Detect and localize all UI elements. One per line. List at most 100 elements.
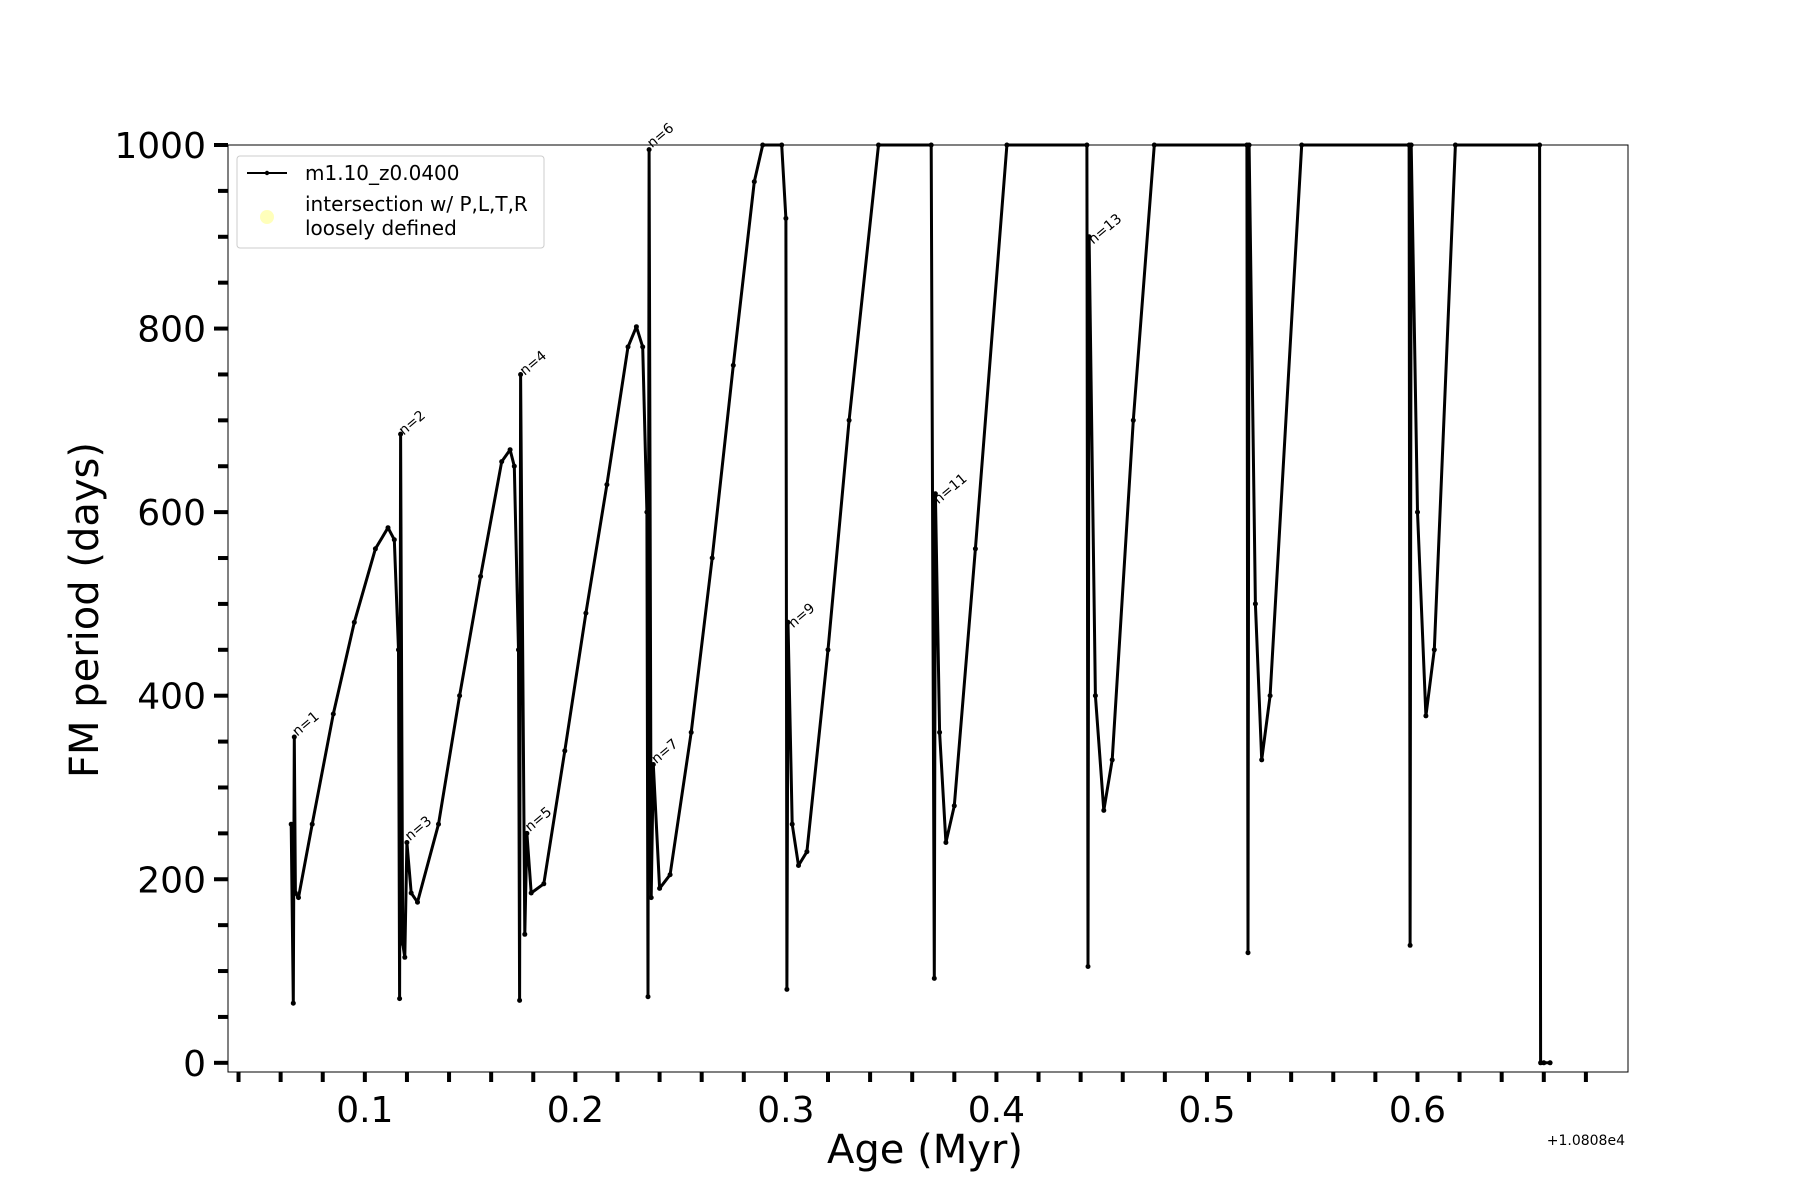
series-point [644, 509, 650, 515]
series-point [1452, 142, 1458, 148]
y-tick-label: 600 [137, 493, 206, 534]
series-point [1431, 647, 1437, 653]
series-line-0 [289, 143, 1551, 1065]
y-axis-label: FM period (days) [62, 442, 108, 778]
series-point [937, 729, 943, 735]
series-point [1245, 950, 1251, 956]
series-point [408, 890, 414, 896]
y-tick-label: 400 [137, 677, 206, 718]
series-point [511, 463, 517, 469]
series-layer [288, 142, 1553, 1066]
series-point [1101, 807, 1107, 813]
series-point [436, 821, 441, 827]
legend-label-intersection-line1: intersection w/ P,L,T,R [305, 192, 528, 216]
series-point [1423, 713, 1429, 719]
series-point [645, 994, 651, 1000]
series-point [951, 803, 957, 809]
series-point [402, 954, 408, 960]
annotation-label: n=6 [644, 120, 677, 151]
series-point [1092, 693, 1098, 699]
series-point [1299, 142, 1305, 148]
series-point [396, 647, 401, 653]
series-point [524, 830, 530, 836]
series-point [1267, 693, 1273, 699]
series-point [657, 885, 663, 891]
y-tick-label: 800 [137, 310, 206, 351]
series-point [292, 890, 298, 896]
series-point [1547, 1060, 1553, 1066]
series-point [667, 872, 673, 878]
annotation-label: n=13 [1085, 211, 1125, 248]
series-point [932, 491, 938, 497]
x-tick-label: 0.6 [1389, 1090, 1446, 1131]
legend-label-intersection-line2: loosely defined [305, 216, 457, 240]
series-point [730, 362, 736, 368]
annotation-label: n=3 [402, 813, 435, 844]
y-tick-label: 200 [137, 860, 206, 901]
series-point [528, 890, 534, 896]
annotation-label: n=11 [931, 471, 971, 508]
legend: m1.10_z0.0400 intersection w/ P,L,T,R lo… [236, 155, 545, 249]
x-tick-label: 0.1 [336, 1090, 393, 1131]
series-point [625, 344, 631, 350]
series-point [640, 344, 646, 350]
series-point [779, 142, 785, 148]
series-point [522, 931, 528, 937]
annotation-label: n=5 [522, 804, 555, 835]
series-point [825, 647, 831, 653]
series-point [796, 863, 801, 868]
x-tick-label: 0.3 [757, 1090, 814, 1131]
series-point [928, 142, 934, 148]
legend-dot-marker [264, 170, 270, 176]
series-point [1085, 964, 1091, 969]
series-point [400, 941, 406, 946]
series-point [1415, 509, 1420, 515]
series-point [398, 431, 404, 437]
series-point [517, 997, 523, 1003]
x-offset-label: +1.0808e4 [1547, 1133, 1625, 1149]
series-point [1246, 142, 1252, 148]
x-tick-label: 0.4 [968, 1090, 1025, 1131]
axes-layer: 0.1 0.2 0.3 0.4 0.5 0.6 0 200 400 600 800 1000 [114, 126, 1588, 1131]
series-point [1130, 417, 1136, 423]
series-point [943, 840, 949, 845]
series-point [1252, 601, 1258, 607]
series-point [309, 821, 315, 827]
series-point [688, 729, 694, 735]
y-tick-label: 1000 [114, 126, 206, 167]
series-point [507, 447, 513, 453]
series-point [385, 525, 391, 531]
series-point [478, 573, 484, 579]
series-point [783, 215, 789, 221]
series-point [1004, 142, 1010, 148]
series-point [457, 693, 463, 699]
series-point [760, 142, 766, 148]
series-point [1408, 142, 1414, 148]
series-point [583, 610, 589, 616]
series-point [296, 895, 301, 901]
series-point [633, 324, 639, 330]
series-point [784, 986, 790, 992]
series-point [1084, 142, 1090, 148]
series-point [1151, 142, 1157, 148]
series-point [1541, 1060, 1547, 1066]
series-point [648, 895, 654, 901]
legend-intersection-marker [260, 210, 274, 224]
plot-frame [227, 144, 1629, 1073]
series-point [1259, 757, 1265, 763]
series-point [351, 619, 357, 625]
series-point [846, 417, 852, 423]
series-point [709, 555, 715, 561]
series-point [291, 734, 297, 740]
series-point [415, 899, 420, 905]
y-tick-label: 0 [183, 1044, 206, 1085]
series-point [290, 1000, 296, 1006]
series-point [1537, 142, 1543, 148]
series-point [646, 147, 652, 153]
series-point [876, 142, 881, 148]
annotation-label: n=9 [785, 600, 818, 631]
series-point [785, 619, 791, 625]
series-point [931, 975, 937, 981]
series-point [372, 546, 378, 552]
